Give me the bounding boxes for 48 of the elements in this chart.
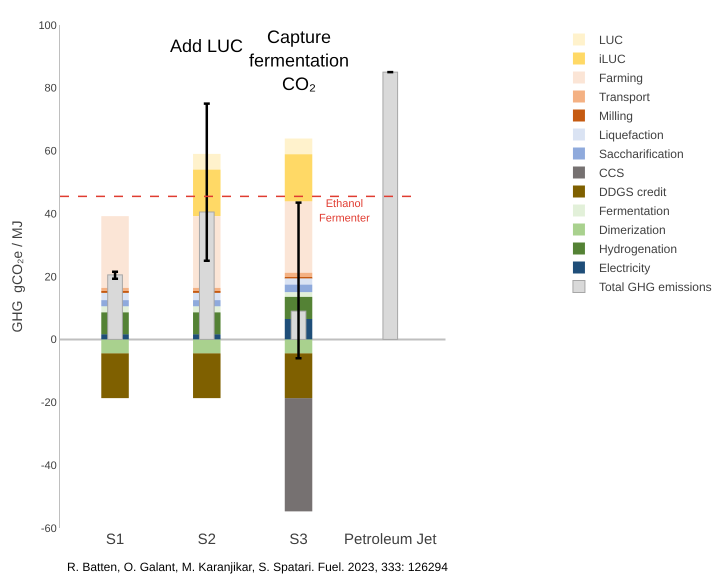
bar (284, 201, 312, 273)
bar (284, 398, 312, 512)
annotation: Add LUC (170, 36, 244, 56)
bar (101, 353, 129, 398)
y-tick-label: -60 (40, 522, 57, 535)
legend-label: Liquefaction (598, 128, 664, 142)
legend-label: Electricity (598, 261, 650, 276)
bar (101, 339, 129, 354)
legend-label: DDGS credit (598, 185, 667, 200)
bar (107, 274, 123, 340)
y-tick-label: 60 (44, 146, 57, 158)
x-tick-label: S3 (289, 531, 308, 548)
y-tick-label: 20 (44, 271, 57, 284)
bar (284, 284, 312, 292)
y-tick-label: -20 (40, 397, 57, 410)
bar (193, 339, 221, 354)
legend-label: Total GHG emissions (598, 280, 712, 294)
bar (198, 212, 215, 340)
y-tick-label: 80 (44, 82, 57, 95)
x-tick-label: Petroleum Jet (344, 531, 438, 548)
ref-line-label: Ethanol Fermenter (319, 198, 370, 224)
bar (284, 154, 312, 202)
bar (284, 138, 312, 154)
text: R. Batten, O. Galant, M. Karanjikar, S. Spatari. Fuel. 2023, 333: 126294 (67, 560, 448, 574)
bar (382, 72, 398, 340)
annotation: Capture fermentation CO₂ (249, 27, 350, 94)
bar (284, 353, 312, 398)
bar (193, 353, 221, 398)
legend-label: Saccharification (598, 147, 684, 162)
legend-label: Milling (598, 109, 633, 124)
bar (193, 154, 221, 170)
legend-label: Transport (598, 90, 651, 104)
y-axis-title: GHG gCO₂e / MJ (9, 220, 25, 333)
x-tick-label: S1 (106, 531, 124, 548)
y-tick-label: -40 (40, 460, 57, 472)
x-tick-label: S2 (198, 531, 216, 548)
legend-label: iLUC (598, 52, 626, 66)
bar (284, 272, 312, 278)
legend-label: Dimerization (598, 223, 666, 238)
legend-label: Farming (598, 71, 643, 86)
legend-label: CCS (598, 166, 624, 180)
y-tick-label: 0 (50, 334, 57, 346)
y-tick-label: 100 (38, 20, 57, 32)
y-tick-label: 40 (44, 208, 57, 220)
bar (284, 292, 312, 297)
legend-label: Fermentation (598, 204, 670, 218)
legend-label: LUC (598, 33, 624, 48)
legend-label: Hydrogenation (598, 242, 678, 256)
